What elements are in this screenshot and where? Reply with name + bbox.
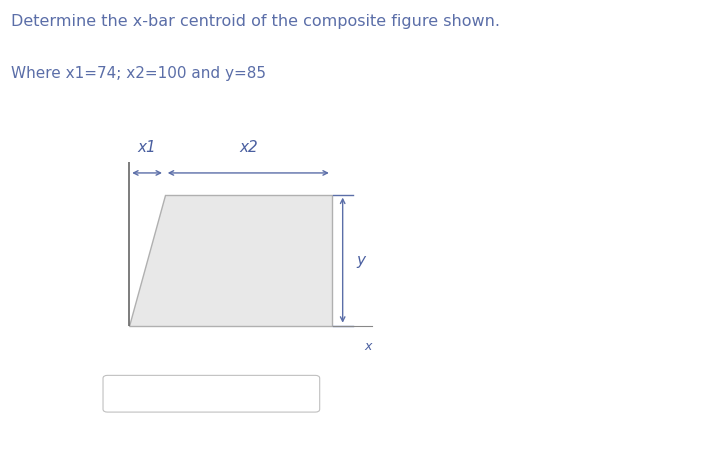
Text: x2: x2 bbox=[239, 140, 258, 155]
Text: y: y bbox=[357, 253, 365, 268]
Text: x1: x1 bbox=[138, 140, 157, 155]
Text: Determine the x-bar centroid of the composite figure shown.: Determine the x-bar centroid of the comp… bbox=[11, 14, 500, 29]
Polygon shape bbox=[129, 195, 332, 326]
Text: x: x bbox=[364, 340, 372, 353]
Text: Where x1=74; x2=100 and y=85: Where x1=74; x2=100 and y=85 bbox=[11, 66, 265, 81]
FancyBboxPatch shape bbox=[103, 375, 320, 412]
